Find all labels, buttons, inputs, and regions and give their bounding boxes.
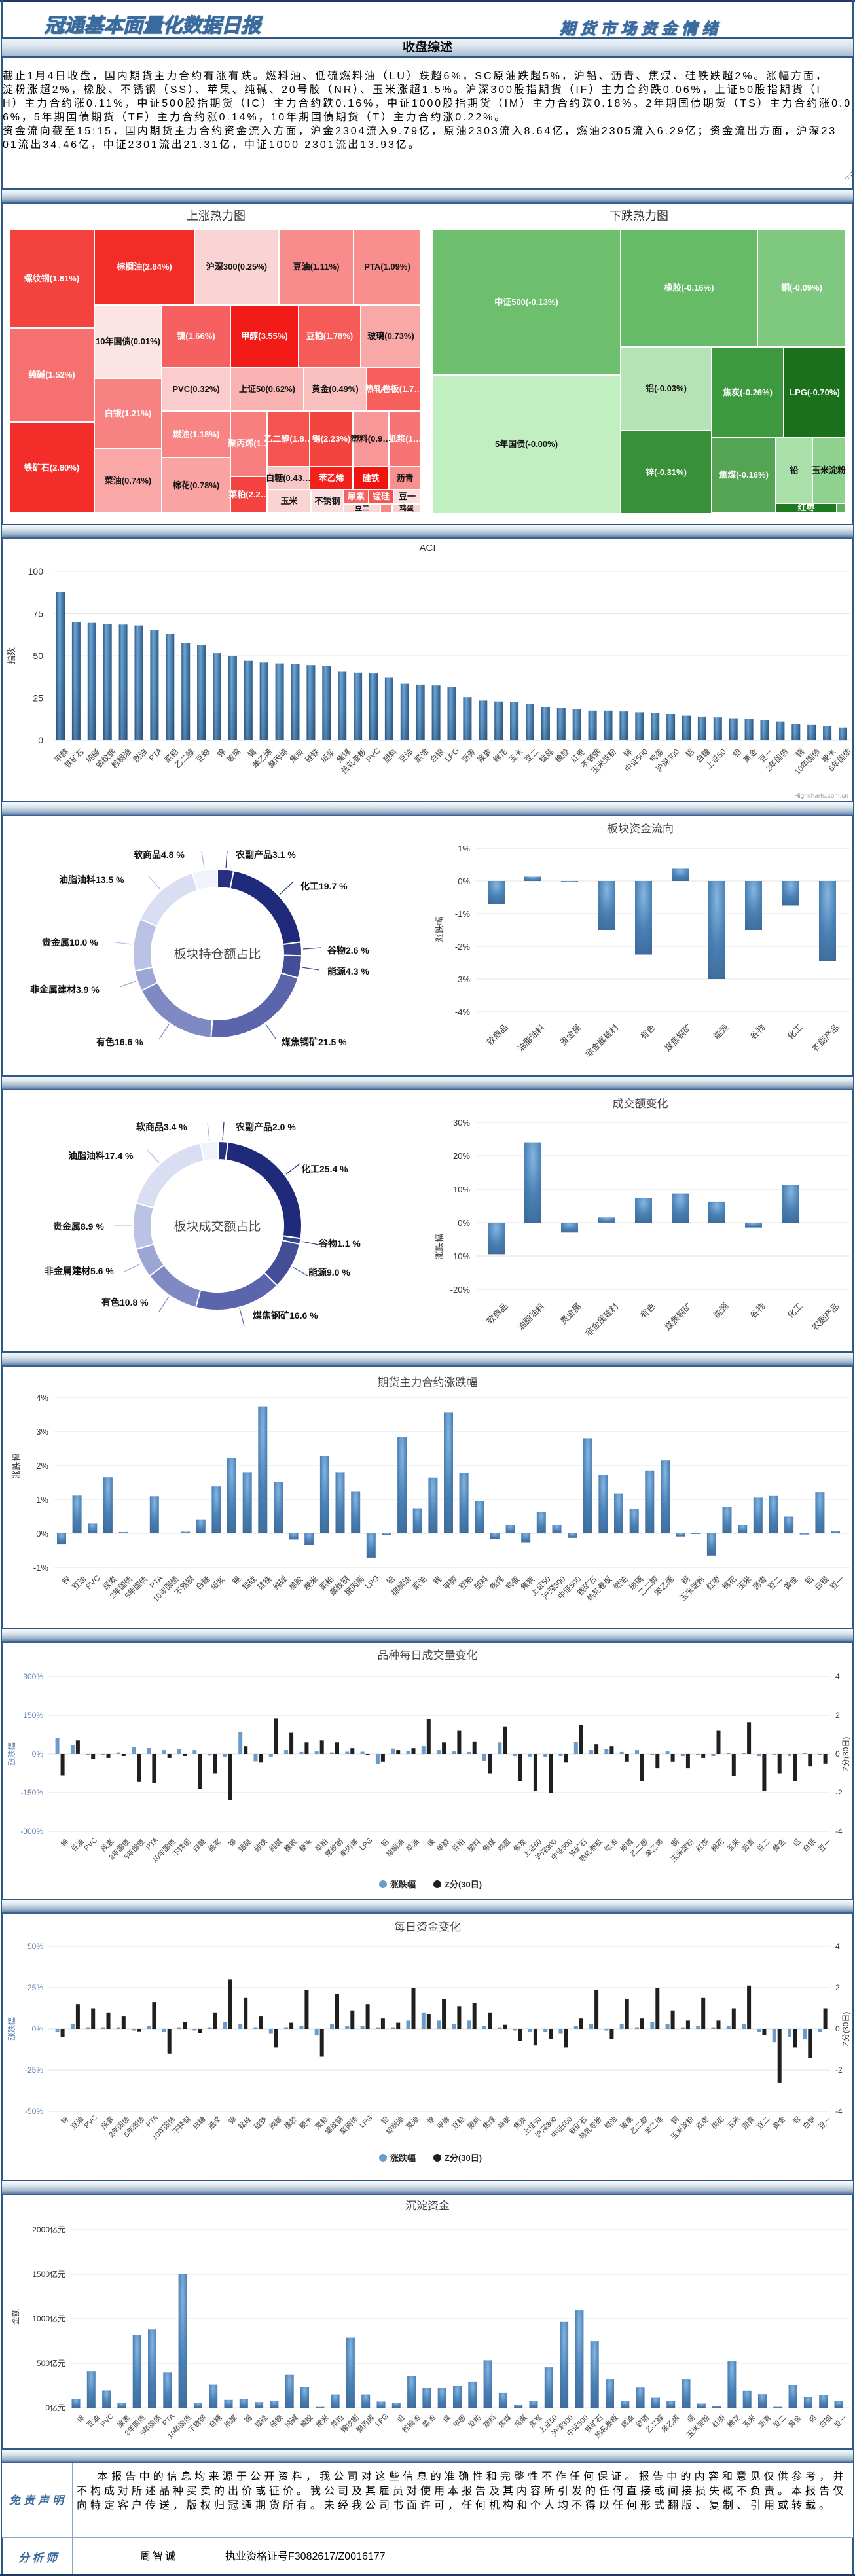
svg-text:每日资金变化: 每日资金变化	[394, 1921, 461, 1933]
svg-text:2: 2	[835, 1711, 840, 1720]
svg-text:2: 2	[835, 1983, 840, 1992]
svg-text:150%: 150%	[23, 1711, 43, 1720]
svg-text:1500亿元: 1500亿元	[32, 2269, 65, 2279]
svg-text:10%: 10%	[453, 1185, 470, 1194]
svg-text:ACI: ACI	[419, 543, 435, 554]
svg-text:0%: 0%	[458, 876, 470, 886]
svg-text:4: 4	[835, 1942, 840, 1951]
svg-text:-20%: -20%	[450, 1285, 471, 1295]
svg-text:50%: 50%	[27, 1942, 43, 1951]
svg-text:板块成交额占比: 板块成交额占比	[173, 1219, 261, 1234]
svg-text:2000亿元: 2000亿元	[32, 2225, 65, 2234]
svg-text:-2: -2	[835, 1788, 843, 1797]
svg-text:0: 0	[835, 2024, 840, 2033]
svg-text:-4: -4	[835, 2107, 843, 2116]
svg-text:30%: 30%	[453, 1118, 470, 1128]
svg-text:0: 0	[38, 735, 43, 745]
svg-text:-300%: -300%	[20, 1827, 43, 1836]
svg-text:期货主力合约涨跌幅: 期货主力合约涨跌幅	[378, 1376, 478, 1389]
svg-text:Z分(30日): Z分(30日)	[841, 2012, 850, 2047]
svg-text:100: 100	[28, 566, 44, 577]
svg-text:4: 4	[835, 1672, 840, 1681]
svg-text:4%: 4%	[36, 1393, 48, 1403]
svg-text:0%: 0%	[458, 1218, 470, 1228]
svg-text:涨跌幅: 涨跌幅	[12, 1453, 22, 1478]
svg-text:涨跌幅: 涨跌幅	[390, 2153, 416, 2163]
svg-text:品种每日成交量变化: 品种每日成交量变化	[378, 1649, 478, 1662]
svg-text:涨跌幅: 涨跌幅	[7, 2017, 16, 2041]
svg-text:指数: 指数	[7, 647, 16, 664]
svg-text:-10%: -10%	[450, 1251, 471, 1261]
svg-text:50: 50	[33, 651, 43, 661]
svg-text:Z分(30日): Z分(30日)	[445, 1880, 482, 1889]
svg-text:Highcharts.com.cn: Highcharts.com.cn	[794, 793, 848, 800]
svg-text:25: 25	[33, 693, 43, 704]
svg-text:2%: 2%	[36, 1461, 48, 1471]
svg-text:-1%: -1%	[455, 909, 471, 919]
svg-text:涨跌幅: 涨跌幅	[435, 1234, 445, 1259]
svg-text:板块资金流向: 板块资金流向	[607, 823, 674, 835]
svg-text:1000亿元: 1000亿元	[32, 2314, 65, 2323]
svg-text:1%: 1%	[458, 844, 470, 853]
svg-text:25%: 25%	[27, 1983, 43, 1992]
svg-text:0: 0	[835, 1749, 840, 1759]
svg-text:涨跌幅: 涨跌幅	[7, 1742, 16, 1766]
svg-text:1%: 1%	[36, 1495, 48, 1505]
svg-text:-2%: -2%	[455, 942, 471, 952]
svg-text:板块持仓额占比: 板块持仓额占比	[173, 947, 261, 961]
svg-text:沉淀资金: 沉淀资金	[405, 2200, 450, 2212]
svg-text:涨跌幅: 涨跌幅	[435, 916, 445, 942]
svg-text:-4: -4	[835, 1827, 843, 1836]
svg-text:-4%: -4%	[455, 1007, 471, 1017]
svg-text:500亿元: 500亿元	[37, 2358, 65, 2368]
svg-text:0%: 0%	[36, 1529, 48, 1539]
svg-text:300%: 300%	[23, 1672, 43, 1681]
svg-text:-150%: -150%	[20, 1788, 43, 1797]
svg-text:-1%: -1%	[33, 1563, 49, 1573]
svg-text:0%: 0%	[32, 1749, 44, 1759]
svg-text:75: 75	[33, 609, 43, 619]
svg-text:0%: 0%	[32, 2024, 44, 2033]
svg-text:Z分(30日): Z分(30日)	[841, 1737, 850, 1772]
svg-text:金额: 金额	[10, 2309, 20, 2325]
svg-text:Z分(30日): Z分(30日)	[445, 2153, 482, 2163]
svg-text:成交额变化: 成交额变化	[613, 1098, 668, 1110]
svg-text:3%: 3%	[36, 1427, 48, 1437]
svg-text:涨跌幅: 涨跌幅	[390, 1880, 416, 1889]
svg-text:20%: 20%	[453, 1151, 470, 1161]
svg-text:-25%: -25%	[25, 2066, 43, 2075]
svg-text:-50%: -50%	[25, 2107, 43, 2116]
svg-text:-3%: -3%	[455, 975, 471, 984]
svg-text:0亿元: 0亿元	[45, 2403, 65, 2412]
svg-text:-2: -2	[835, 2066, 843, 2075]
